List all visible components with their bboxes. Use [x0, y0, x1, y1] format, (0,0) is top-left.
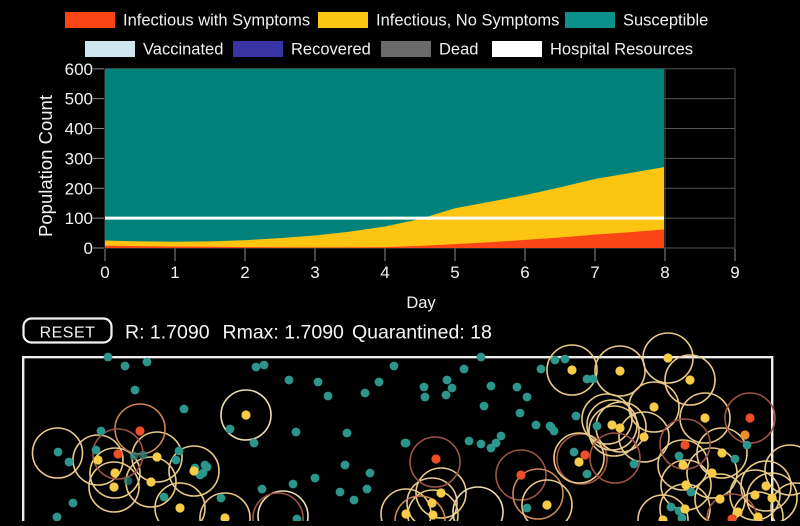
svg-text:0: 0	[84, 239, 93, 258]
svg-text:RESET: RESET	[40, 325, 96, 342]
svg-text:9: 9	[730, 263, 739, 282]
svg-text:Hospital Resources: Hospital Resources	[550, 41, 693, 59]
svg-text:Susceptible: Susceptible	[623, 12, 708, 30]
svg-text:1: 1	[170, 263, 179, 282]
svg-text:6: 6	[520, 263, 529, 282]
svg-text:Infectious with Symptoms: Infectious with Symptoms	[123, 12, 310, 30]
svg-text:2: 2	[240, 263, 249, 282]
svg-text:100: 100	[65, 209, 93, 228]
svg-text:8: 8	[660, 263, 669, 282]
svg-text:Quarantined: 18: Quarantined: 18	[352, 322, 492, 344]
svg-text:Rmax: 1.7090: Rmax: 1.7090	[223, 322, 345, 344]
svg-text:600: 600	[65, 60, 93, 79]
svg-text:Day: Day	[406, 294, 436, 312]
svg-text:200: 200	[65, 179, 93, 198]
svg-text:Population Count: Population Count	[35, 95, 56, 237]
svg-text:300: 300	[65, 149, 93, 168]
svg-text:0: 0	[100, 263, 109, 282]
svg-text:400: 400	[65, 120, 93, 139]
svg-text:4: 4	[380, 263, 389, 282]
svg-text:5: 5	[450, 263, 459, 282]
svg-text:500: 500	[65, 90, 93, 109]
svg-text:Vaccinated: Vaccinated	[143, 41, 223, 59]
svg-text:3: 3	[310, 263, 319, 282]
svg-text:Infectious, No Symptoms: Infectious, No Symptoms	[376, 12, 559, 30]
svg-text:Dead: Dead	[439, 41, 478, 59]
svg-text:7: 7	[590, 263, 599, 282]
svg-text:Recovered: Recovered	[291, 41, 371, 59]
svg-text:R: 1.7090: R: 1.7090	[125, 322, 210, 344]
